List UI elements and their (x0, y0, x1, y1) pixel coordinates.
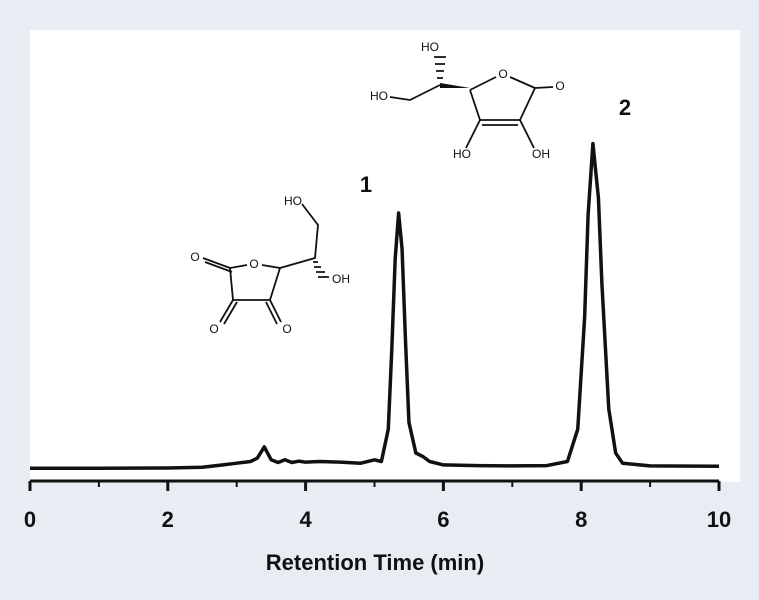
peak-label: 2 (619, 95, 631, 120)
x-axis-title: Retention Time (min) (266, 550, 484, 575)
structure: HO O O OH O O (190, 194, 350, 336)
plot-area (30, 30, 740, 482)
atom-label: HO (421, 40, 439, 54)
x-tick-label: 0 (24, 507, 36, 532)
atom-label: O (498, 67, 507, 81)
peak-label: 1 (360, 172, 372, 197)
x-tick-label: 2 (162, 507, 174, 532)
atom-label: OH (532, 147, 550, 161)
atom-label: HO (453, 147, 471, 161)
x-tick-label: 10 (707, 507, 731, 532)
x-tick-label: 6 (437, 507, 449, 532)
atom-label: O (209, 322, 218, 336)
atom-label: OH (332, 272, 350, 286)
atom-label: O (190, 250, 199, 264)
atom-label: O (555, 79, 564, 93)
atom-label: O (282, 322, 291, 336)
wedge-bond (440, 83, 470, 88)
structure: HO HO O O HO OH (370, 40, 565, 161)
chromatogram-line (30, 141, 720, 471)
atom-label: HO (370, 89, 388, 103)
x-tick-label: 4 (299, 507, 312, 532)
x-tick-label: 8 (575, 507, 587, 532)
atom-label: HO (284, 194, 302, 208)
atom-label: O (249, 257, 258, 271)
